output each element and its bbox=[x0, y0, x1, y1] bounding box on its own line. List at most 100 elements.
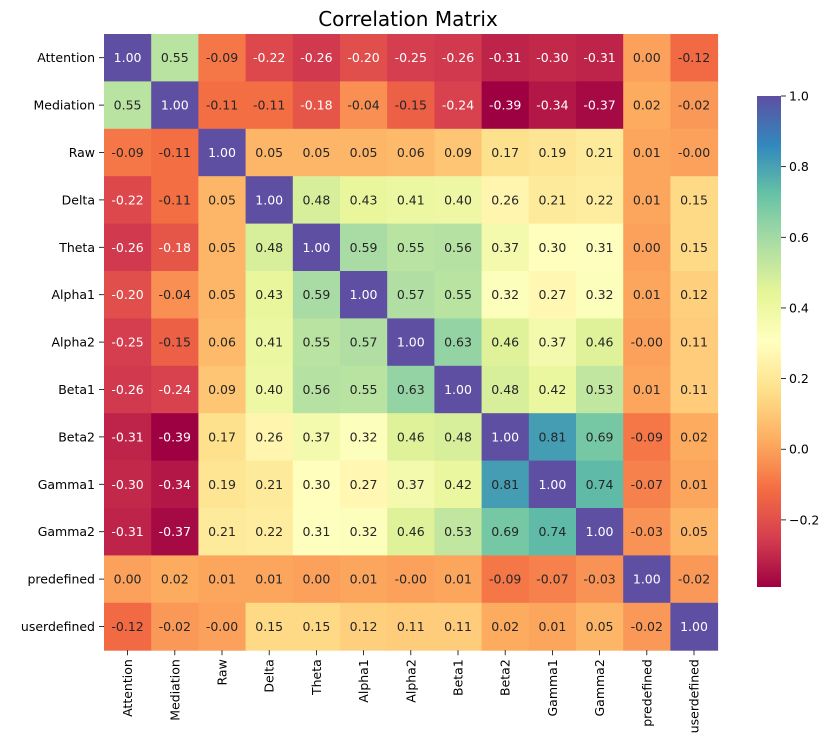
heatmap-cell bbox=[576, 460, 624, 509]
cell-value-label: -0.04 bbox=[159, 287, 191, 302]
heatmap-cell bbox=[104, 34, 152, 82]
x-tick-label: Attention bbox=[120, 659, 135, 717]
heatmap-cell bbox=[434, 365, 483, 414]
heatmap-cell bbox=[245, 128, 294, 177]
heatmap-cell bbox=[528, 128, 577, 177]
cell-value-label: -0.18 bbox=[159, 240, 191, 255]
heatmap-cell bbox=[434, 413, 483, 462]
heatmap-cell bbox=[104, 223, 152, 272]
cell-value-label: 0.31 bbox=[302, 524, 330, 539]
heatmap-cell bbox=[481, 413, 530, 462]
cell-value-label: 0.55 bbox=[114, 98, 142, 113]
heatmap-cell bbox=[292, 555, 341, 604]
cell-value-label: 0.57 bbox=[397, 287, 425, 302]
cell-value-label: 0.01 bbox=[208, 572, 236, 587]
cell-value-label: 0.55 bbox=[397, 240, 425, 255]
heatmap-cell bbox=[670, 555, 719, 604]
heatmap-cell bbox=[245, 602, 294, 651]
heatmap-cell bbox=[245, 271, 294, 319]
cell-value-label: 0.37 bbox=[302, 429, 330, 444]
heatmap-cell bbox=[434, 508, 483, 556]
heatmap-cell bbox=[481, 176, 530, 225]
heatmap-cell bbox=[623, 365, 671, 414]
heatmap-cell bbox=[104, 271, 152, 319]
cell-value-label: 0.00 bbox=[633, 50, 661, 65]
heatmap-cell bbox=[576, 555, 624, 604]
cell-value-label: 0.81 bbox=[538, 429, 566, 444]
heatmap-cell bbox=[576, 34, 624, 82]
heatmap-cell bbox=[481, 602, 530, 651]
cell-value-label: 0.02 bbox=[633, 98, 661, 113]
cell-value-label: -0.20 bbox=[347, 50, 379, 65]
cell-value-label: -0.31 bbox=[489, 50, 521, 65]
cell-value-label: 0.05 bbox=[208, 192, 236, 207]
cell-value-label: 0.42 bbox=[444, 477, 472, 492]
heatmap-cell bbox=[434, 34, 483, 82]
cell-value-label: 0.01 bbox=[633, 145, 661, 160]
heatmap-cell bbox=[481, 365, 530, 414]
heatmap-cell bbox=[387, 81, 435, 130]
heatmap-cell bbox=[670, 413, 719, 462]
heatmap-cell bbox=[528, 176, 577, 225]
cell-value-label: -0.22 bbox=[253, 50, 285, 65]
cell-value-label: -0.07 bbox=[536, 572, 568, 587]
heatmap-cell bbox=[623, 413, 671, 462]
colorbar-tick-label: 0.0 bbox=[789, 442, 809, 457]
heatmap-cell bbox=[481, 223, 530, 272]
heatmap-cell bbox=[104, 413, 152, 462]
cell-value-label: -0.30 bbox=[111, 477, 143, 492]
heatmap-cell bbox=[104, 555, 152, 604]
cell-value-label: 0.05 bbox=[680, 524, 708, 539]
cell-value-label: 0.57 bbox=[350, 335, 378, 350]
heatmap-cell bbox=[387, 223, 435, 272]
heatmap-cell bbox=[528, 555, 577, 604]
heatmap-cell bbox=[434, 81, 483, 130]
x-axis-tick-labels: Attention Mediation Raw Delta Theta Alpha1 Alp… bbox=[120, 650, 702, 733]
cell-value-label: 0.00 bbox=[302, 572, 330, 587]
heatmap-cell bbox=[292, 223, 341, 272]
x-tick-label: Mediation bbox=[167, 659, 182, 721]
heatmap-cell bbox=[528, 81, 577, 130]
cell-value-label: 0.53 bbox=[586, 382, 614, 397]
heatmap-cell bbox=[340, 460, 388, 509]
cell-value-label: 0.19 bbox=[208, 477, 236, 492]
cell-value-label: 0.32 bbox=[350, 429, 378, 444]
heatmap-cell bbox=[670, 81, 719, 130]
heatmap-cell bbox=[481, 271, 530, 319]
cell-value-label: 0.37 bbox=[397, 477, 425, 492]
cell-value-label: 0.32 bbox=[586, 287, 614, 302]
heatmap-cell bbox=[292, 413, 341, 462]
cell-value-label: -0.24 bbox=[442, 98, 474, 113]
cell-value-label: 0.01 bbox=[350, 572, 378, 587]
cell-value-label: 0.32 bbox=[491, 287, 519, 302]
cell-value-label: -0.00 bbox=[678, 145, 710, 160]
heatmap-cell bbox=[670, 223, 719, 272]
cell-value-label: 0.01 bbox=[633, 192, 661, 207]
heatmap-cell bbox=[292, 176, 341, 225]
cell-value-label: 0.21 bbox=[208, 524, 236, 539]
heatmap-cell bbox=[245, 460, 294, 509]
colorbar-tick-label: 0.2 bbox=[789, 371, 809, 386]
cell-value-label: 0.26 bbox=[255, 429, 283, 444]
heatmap-cell bbox=[528, 271, 577, 319]
cell-value-label: 0.27 bbox=[538, 287, 566, 302]
cell-value-label: -0.12 bbox=[678, 50, 710, 65]
cell-value-label: 1.00 bbox=[255, 192, 283, 207]
heatmap-cell bbox=[387, 460, 435, 509]
colorbar: 1.0 0.8 0.6 0.4 0.2 0.0 −0.2 bbox=[757, 89, 819, 587]
heatmap-cell bbox=[198, 81, 247, 130]
y-tick-label: Alpha1 bbox=[52, 287, 96, 302]
cell-value-label: 0.01 bbox=[538, 619, 566, 634]
cell-value-label: 0.41 bbox=[397, 192, 425, 207]
cell-value-label: -0.09 bbox=[489, 572, 521, 587]
cell-value-label: -0.11 bbox=[159, 192, 191, 207]
cell-value-label: -0.22 bbox=[111, 192, 143, 207]
cell-value-label: -0.11 bbox=[253, 98, 285, 113]
heatmap-cell bbox=[292, 81, 341, 130]
cell-value-label: 1.00 bbox=[208, 145, 236, 160]
heatmap-cell bbox=[623, 176, 671, 225]
heatmap-cell bbox=[292, 34, 341, 82]
heatmap-cell bbox=[198, 318, 247, 367]
cell-value-label: 1.00 bbox=[680, 619, 708, 634]
heatmap-cell bbox=[623, 271, 671, 319]
